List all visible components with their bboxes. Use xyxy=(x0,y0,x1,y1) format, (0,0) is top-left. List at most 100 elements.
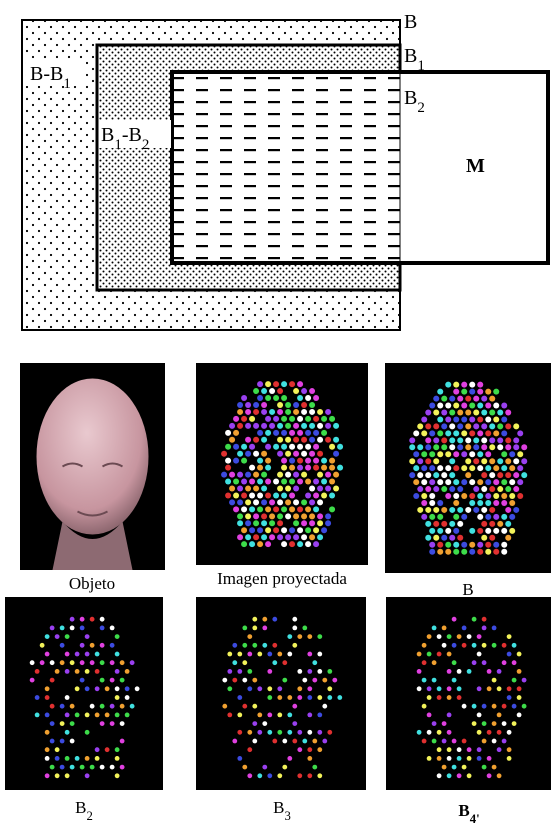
dot xyxy=(241,395,247,401)
dot xyxy=(293,534,299,540)
dot xyxy=(265,479,271,485)
dot xyxy=(513,472,519,478)
dot xyxy=(302,626,307,631)
dot xyxy=(429,479,435,485)
subscript: 4' xyxy=(470,812,480,826)
dot xyxy=(221,451,227,457)
dot xyxy=(325,486,331,492)
dot xyxy=(442,765,447,770)
dot xyxy=(421,493,427,499)
dot xyxy=(325,423,331,429)
dot xyxy=(301,437,307,443)
dot xyxy=(80,643,85,648)
dot xyxy=(277,534,283,540)
dot xyxy=(441,507,447,513)
dot xyxy=(457,444,463,450)
dot xyxy=(273,430,279,436)
dot xyxy=(293,409,299,415)
dot xyxy=(505,535,511,541)
dot xyxy=(512,643,517,648)
dot xyxy=(513,458,519,464)
dot xyxy=(429,403,435,409)
dot xyxy=(50,626,55,631)
dot xyxy=(281,430,287,436)
dot xyxy=(481,535,487,541)
dot xyxy=(293,513,299,519)
dot xyxy=(249,416,255,422)
dot xyxy=(75,686,80,691)
dot xyxy=(505,472,511,478)
dot xyxy=(472,617,477,622)
dot xyxy=(100,721,105,726)
dot xyxy=(313,527,319,533)
dot xyxy=(452,765,457,770)
dot xyxy=(487,756,492,761)
dot xyxy=(481,437,487,443)
dot xyxy=(50,678,55,683)
text-part: B xyxy=(404,87,417,109)
dot xyxy=(461,465,467,471)
dot xyxy=(509,500,515,506)
dot xyxy=(293,423,299,429)
dot xyxy=(301,534,307,540)
dot xyxy=(417,669,422,674)
dot xyxy=(253,402,259,408)
dot xyxy=(317,409,323,415)
dot xyxy=(447,669,452,674)
dot xyxy=(115,773,120,778)
dot xyxy=(457,410,463,416)
dot xyxy=(95,686,100,691)
dot xyxy=(322,678,327,683)
dot xyxy=(50,721,55,726)
dot xyxy=(501,479,507,485)
dot xyxy=(333,451,339,457)
dot xyxy=(437,389,443,395)
dot xyxy=(282,660,287,665)
dot xyxy=(493,549,499,555)
dot xyxy=(433,444,439,450)
dot xyxy=(75,756,80,761)
dot xyxy=(110,643,115,648)
dot xyxy=(493,403,499,409)
dot xyxy=(485,514,491,520)
dot xyxy=(229,499,235,505)
subscript: 2 xyxy=(417,100,425,116)
dot xyxy=(257,686,262,691)
dot xyxy=(247,747,252,752)
dot xyxy=(245,520,251,526)
dot xyxy=(55,747,60,752)
dot xyxy=(309,513,315,519)
dot xyxy=(252,704,257,709)
dot xyxy=(45,773,50,778)
dot xyxy=(497,730,502,735)
dot xyxy=(482,765,487,770)
dot xyxy=(265,465,271,471)
dot xyxy=(501,451,507,457)
dot xyxy=(241,492,247,498)
dot xyxy=(267,730,272,735)
dot xyxy=(441,423,447,429)
dot xyxy=(441,486,447,492)
dot xyxy=(50,739,55,744)
dot xyxy=(469,500,475,506)
dot xyxy=(437,514,443,520)
dot xyxy=(453,430,459,436)
dot xyxy=(429,451,435,457)
dot xyxy=(333,486,339,492)
dot xyxy=(485,416,491,422)
dot xyxy=(261,437,267,443)
dot xyxy=(517,493,523,499)
dot xyxy=(312,660,317,665)
dot xyxy=(485,549,491,555)
dot xyxy=(267,713,272,718)
dot xyxy=(273,492,279,498)
dot xyxy=(100,617,105,622)
dot xyxy=(489,423,495,429)
dot xyxy=(433,507,439,513)
dot xyxy=(432,678,437,683)
dot xyxy=(461,382,467,388)
dot xyxy=(481,521,487,527)
dot xyxy=(447,756,452,761)
dot xyxy=(309,437,315,443)
dot xyxy=(327,669,332,674)
